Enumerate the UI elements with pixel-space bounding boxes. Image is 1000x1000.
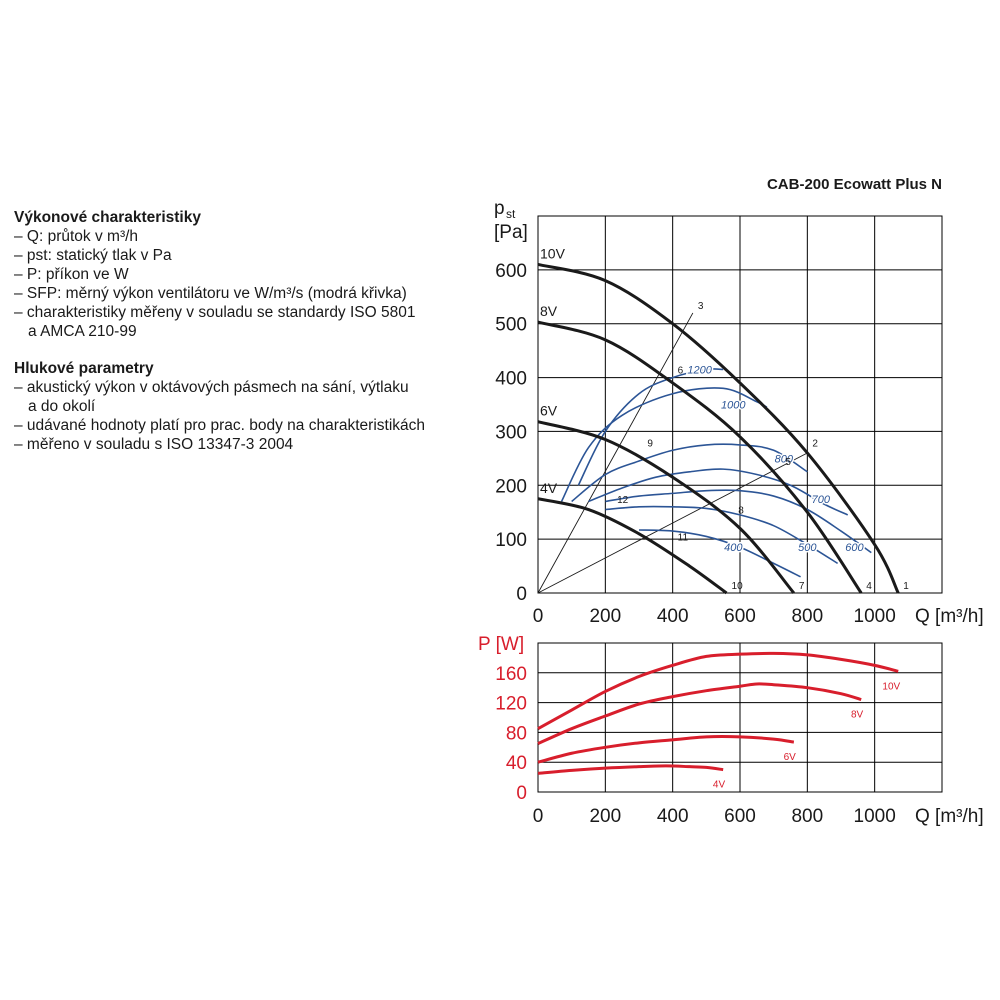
x-tick-label: 200 <box>589 606 621 627</box>
power-curve-label: 4V <box>713 780 726 791</box>
legend-item: – měřeno v souladu s ISO 13347-3 2004 <box>14 436 294 453</box>
legend-item: – akustický výkon v oktávových pásmech n… <box>14 379 409 396</box>
sfp-label: 1000 <box>721 400 746 412</box>
fan-curve-label: 10V <box>540 245 566 261</box>
legend-heading-performance: Výkonové charakteristiky <box>14 209 201 226</box>
point-label: 11 <box>678 533 689 544</box>
x-tick-label: 600 <box>724 806 756 827</box>
x-axis-label: Q [m³/h] <box>915 806 984 827</box>
x-tick-label: 1000 <box>854 606 896 627</box>
point-label: 8 <box>738 506 744 517</box>
sfp-label: 800 <box>775 453 794 465</box>
x-tick-label: 800 <box>791 606 823 627</box>
point-label: 12 <box>617 495 629 506</box>
fan-curve-label: 6V <box>540 403 558 419</box>
point-label: 6 <box>678 366 684 377</box>
operating-line <box>537 452 808 594</box>
y-tick-label: 160 <box>495 664 527 685</box>
fan-curve <box>537 263 900 594</box>
pressure-chart: CAB-200 Ecowatt Plus N 0 200 400 600 800 1000 0… <box>494 176 984 627</box>
fan-curve <box>537 320 863 594</box>
point-label: 7 <box>799 581 805 592</box>
operating-line <box>537 312 694 594</box>
y-tick-label: 0 <box>516 783 527 804</box>
sfp-curve <box>638 529 801 578</box>
x-tick-label: 800 <box>791 806 823 827</box>
point-label: 10 <box>732 581 744 592</box>
y-tick-label: 40 <box>506 753 527 774</box>
chart-title: CAB-200 Ecowatt Plus N <box>767 176 942 193</box>
y-axis-label: P [W] <box>478 634 524 655</box>
y-tick-label: 600 <box>495 261 527 282</box>
legend-item: – P: příkon ve W <box>14 266 129 283</box>
x-axis-label: Q [m³/h] <box>915 606 984 627</box>
legend-item: – Q: průtok v m³/h <box>14 228 139 245</box>
sfp-label: 400 <box>724 542 743 554</box>
x-tick-label: 400 <box>657 606 689 627</box>
x-tick-label: 1000 <box>854 806 896 827</box>
y-axis-label: p <box>494 198 505 219</box>
legend-item: – udávané hodnoty platí pro prac. body n… <box>14 417 426 434</box>
sfp-label: 600 <box>845 542 864 554</box>
sfp-curve <box>577 368 724 486</box>
point-label: 9 <box>647 438 653 449</box>
power-curve <box>537 682 862 745</box>
sfp-curve <box>605 505 839 565</box>
power-curve-label: 6V <box>784 752 797 763</box>
point-label: 5 <box>785 457 791 468</box>
x-tick-label: 600 <box>724 606 756 627</box>
y-tick-label: 500 <box>495 315 527 336</box>
power-curve <box>537 764 724 775</box>
point-label: 2 <box>812 438 818 449</box>
y-axis-label-sub: st <box>506 207 516 221</box>
point-label: 3 <box>698 301 704 312</box>
power-curve-label: 10V <box>882 681 900 692</box>
sfp-curve <box>571 443 808 503</box>
sfp-curve <box>560 387 768 502</box>
x-tick-label: 200 <box>589 806 621 827</box>
point-label: 1 <box>903 581 909 592</box>
power-curve-label: 8V <box>851 710 864 721</box>
fan-curve-label: 4V <box>540 480 558 496</box>
legend-item: a do okolí <box>28 398 96 415</box>
fan-curve <box>537 420 796 594</box>
legend-item: – pst: statický tlak v Pa <box>14 247 172 264</box>
y-tick-label: 80 <box>506 723 527 744</box>
y-tick-label: 300 <box>495 422 527 443</box>
y-tick-label: 120 <box>495 694 527 715</box>
sfp-label: 700 <box>812 494 831 506</box>
sfp-label: 500 <box>798 542 817 554</box>
x-tick-label: 400 <box>657 806 689 827</box>
power-curve <box>537 735 795 764</box>
legend-item: – SFP: měrný výkon ventilátoru ve W/m³/s… <box>14 285 407 302</box>
y-tick-label: 200 <box>495 476 527 497</box>
x-tick-label: 0 <box>533 606 544 627</box>
legend-item: – charakteristiky měřeny v souladu se st… <box>14 304 416 321</box>
sfp-curve <box>605 489 872 554</box>
y-axis-unit: [Pa] <box>494 222 528 243</box>
x-tick-label: 0 <box>533 806 544 827</box>
y-tick-label: 100 <box>495 530 527 551</box>
power-curve <box>537 651 899 730</box>
point-label: 4 <box>866 581 872 592</box>
sfp-label: 1200 <box>687 364 712 376</box>
legend-heading-noise: Hlukové parametry <box>14 360 154 377</box>
fan-curve <box>537 497 728 595</box>
y-tick-label: 400 <box>495 369 527 390</box>
legend-item: a AMCA 210-99 <box>28 323 137 340</box>
power-chart: 0 200 400 600 800 1000 0 40 80 120 160 P [W] Q [m³/h… <box>478 634 984 827</box>
sfp-curve <box>588 468 849 516</box>
y-tick-label: 0 <box>516 584 527 605</box>
fan-curve-label: 8V <box>540 303 558 319</box>
legend-panel: Výkonové charakteristiky – Q: průtok v m… <box>14 208 454 454</box>
